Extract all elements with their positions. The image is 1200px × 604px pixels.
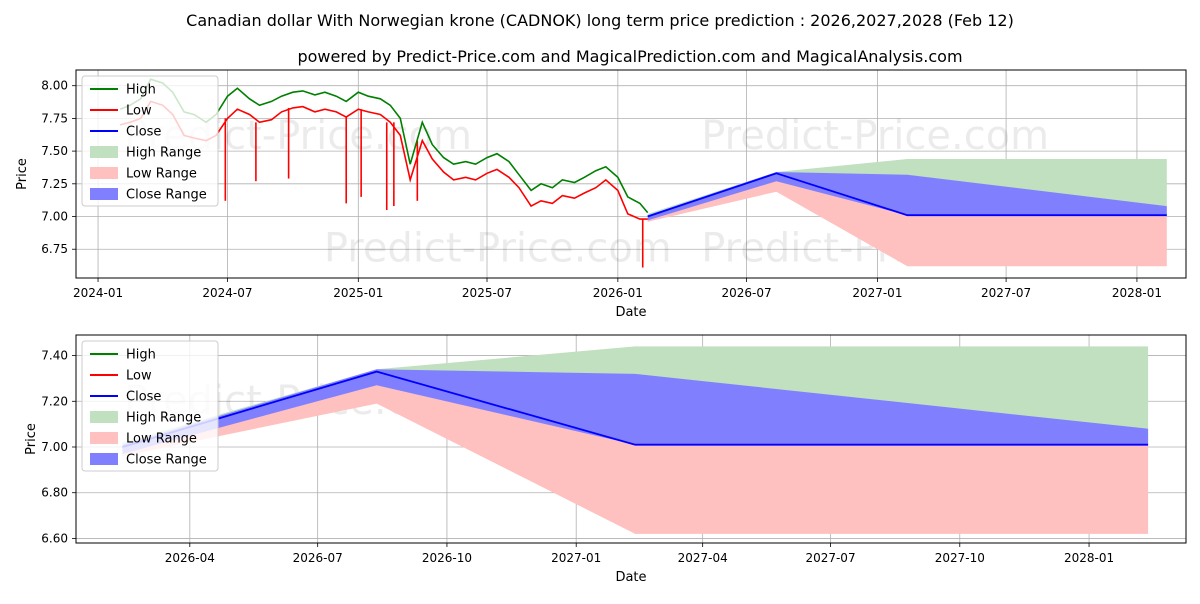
plot-area	[119, 78, 1167, 268]
legend-label: Low	[126, 104, 152, 119]
axes-frame	[75, 69, 1187, 279]
x-tick-label: 2025-07	[462, 286, 512, 300]
y-axis-label: Price	[24, 423, 39, 455]
y-tick-label: 7.40	[41, 349, 68, 363]
close-series-line	[647, 172, 1167, 218]
close-series-line	[122, 370, 1149, 448]
legend-swatch	[90, 146, 118, 158]
x-tick-label: 2024-07	[202, 286, 252, 300]
x-tick-label: 2027-04	[678, 551, 728, 565]
y-tick-label: 7.75	[41, 111, 68, 125]
legend-swatch	[90, 432, 118, 444]
y-tick-label: 7.25	[41, 177, 68, 191]
y-tick-label: 7.00	[41, 210, 68, 224]
x-tick-label: 2028-01	[1064, 551, 1114, 565]
x-tick-label: 2027-01	[852, 286, 902, 300]
legend-label: Close	[126, 125, 161, 140]
legend-swatch	[90, 453, 118, 465]
legend-label: Close Range	[126, 188, 207, 203]
chart-subtitle: powered by Predict-Price.com and Magical…	[297, 47, 962, 66]
x-tick-label: 2026-10	[422, 551, 472, 565]
y-tick-label: 6.75	[41, 242, 68, 256]
legend-label: Close Range	[126, 453, 207, 468]
legend-label: Close	[126, 390, 161, 405]
x-tick-label: 2027-07	[805, 551, 855, 565]
y-tick-label: 7.20	[41, 394, 68, 408]
close-range-band	[647, 172, 1167, 221]
legend-swatch	[90, 188, 118, 200]
plot-area	[122, 346, 1149, 534]
x-tick-label: 2026-01	[593, 286, 643, 300]
legend-label: Low	[126, 369, 152, 384]
y-tick-label: 6.60	[41, 531, 68, 545]
y-tick-label: 8.00	[41, 79, 68, 93]
x-tick-label: 2026-07	[293, 551, 343, 565]
chart-title: Canadian dollar With Norwegian krone (CA…	[186, 11, 1014, 30]
legend-label: Low Range	[126, 432, 197, 447]
x-tick-label: 2028-01	[1112, 286, 1162, 300]
watermark-text: Predict-Price.com	[324, 225, 672, 271]
y-tick-label: 7.50	[41, 144, 68, 158]
x-tick-label: 2026-07	[721, 286, 771, 300]
bottom-panel: 2026-04 2026-07 2026-10 2027-01 2027-04 2027-…	[24, 334, 1187, 585]
legend-swatch	[90, 167, 118, 179]
x-tick-label: 2026-04	[165, 551, 215, 565]
x-tick-label: 2025-01	[333, 286, 383, 300]
low-range-band	[647, 179, 1167, 267]
top-panel: 2024-01 2024-07 2025-01 2025-07 2026-01 2026-…	[15, 69, 1187, 320]
axes-frame	[75, 334, 1187, 544]
legend-label: High	[126, 348, 156, 363]
low-range-band	[122, 383, 1149, 534]
legend-label: Low Range	[126, 167, 197, 182]
legend-swatch	[90, 411, 118, 423]
y-tick-label: 7.00	[41, 440, 68, 454]
y-tick-label: 6.80	[41, 486, 68, 500]
legend-label: High Range	[126, 411, 201, 426]
x-tick-label: 2027-01	[551, 551, 601, 565]
x-tick-label: 2027-10	[935, 551, 985, 565]
y-axis-label: Price	[15, 158, 30, 190]
x-axis-label: Date	[615, 570, 646, 585]
watermark-text: Predict-Price.com	[701, 113, 1049, 159]
x-axis-label: Date	[615, 305, 646, 320]
x-tick-label: 2027-07	[981, 286, 1031, 300]
x-tick-label: 2024-01	[73, 286, 123, 300]
legend-label: High Range	[126, 146, 201, 161]
legend-label: High	[126, 83, 156, 98]
close-range-band	[122, 369, 1149, 454]
